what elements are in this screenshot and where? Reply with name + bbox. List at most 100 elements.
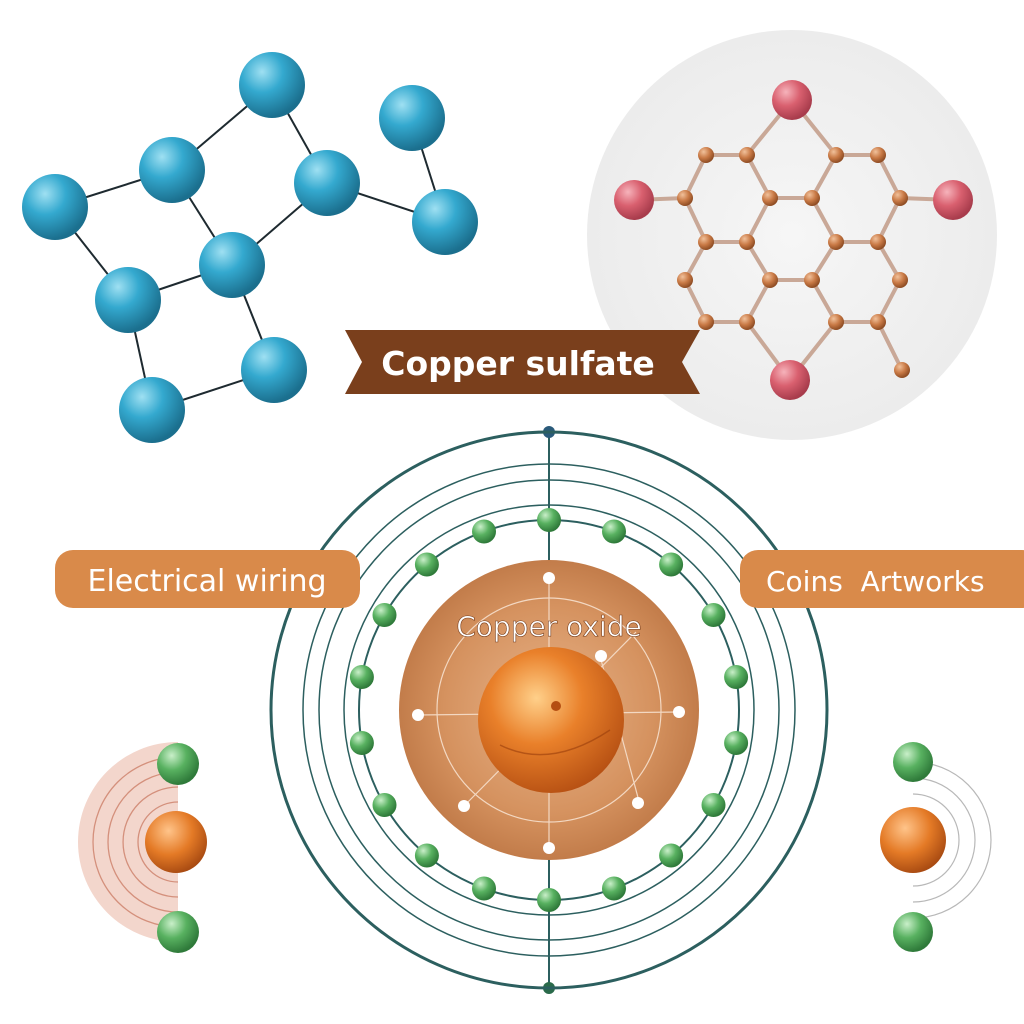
inner-electrons: [412, 572, 685, 854]
electron: [157, 911, 199, 953]
bohr-atom-model: Copper oxide: [269, 426, 829, 994]
blue-atom: [239, 52, 305, 118]
coins-artworks-tag: Coins Artworks: [740, 550, 1024, 608]
lattice-bond: [876, 321, 904, 371]
electron: [472, 519, 496, 544]
electron: [349, 731, 374, 755]
lattice-bond: [876, 154, 902, 199]
nucleus-center: [551, 701, 561, 711]
copper-atom: [698, 314, 714, 330]
inner-electron: [632, 797, 644, 809]
blue-atom: [241, 337, 307, 403]
electron: [414, 843, 439, 868]
copper-atom: [804, 272, 820, 288]
electron: [372, 793, 397, 817]
mini-atom-glow: [78, 742, 178, 942]
blue-atom: [95, 267, 161, 333]
nucleus: [478, 647, 624, 793]
electron: [472, 876, 496, 901]
electron: [701, 793, 726, 817]
electron: [724, 665, 749, 689]
red-atom: [933, 180, 973, 220]
electron: [659, 843, 684, 868]
tag-label: Coins Artworks: [766, 565, 985, 598]
blue-molecule-network: [22, 52, 478, 443]
copper-atom: [677, 190, 693, 206]
electron: [701, 603, 726, 627]
copper-atom: [870, 234, 886, 250]
copper-atom: [739, 314, 755, 330]
banner-label: Copper sulfate: [381, 344, 655, 383]
copper-atom: [828, 147, 844, 163]
red-atom: [770, 360, 810, 400]
electron: [659, 552, 684, 577]
lattice-bond: [810, 197, 838, 243]
mini-atom-arcs: [92, 756, 179, 928]
lattice-bond: [745, 154, 772, 199]
electron: [537, 508, 561, 532]
copper-atom: [892, 272, 908, 288]
lattice-bond: [810, 154, 838, 199]
inner-electron: [595, 650, 607, 662]
red-atom: [772, 80, 812, 120]
mini-atom-arcs: [912, 761, 992, 919]
inner-electron: [673, 706, 685, 718]
electron: [724, 731, 749, 755]
lattice-bond: [876, 197, 902, 243]
nucleus-texture: [499, 729, 611, 756]
inner-electron: [543, 572, 555, 584]
right-mini-atom: [880, 742, 992, 952]
electrical-wiring-tag: Electrical wiring: [55, 550, 360, 608]
copper-atom: [677, 272, 693, 288]
orbit: [343, 504, 755, 916]
copper-atom: [870, 314, 886, 330]
mini-nucleus: [145, 811, 207, 873]
blue-atom: [199, 232, 265, 298]
copper-atom: [762, 272, 778, 288]
electron: [537, 888, 561, 912]
blue-atom: [22, 174, 88, 240]
electron: [893, 742, 933, 782]
copper-atom: [894, 362, 910, 378]
core-label: Copper oxide: [456, 610, 642, 643]
blue-atom: [139, 137, 205, 203]
electron: [893, 912, 933, 952]
copper-atom: [870, 147, 886, 163]
network-atoms: [22, 52, 478, 443]
left-mini-atom: [78, 742, 207, 953]
blue-atom: [379, 85, 445, 151]
electron: [602, 876, 626, 901]
lattice-bond: [745, 197, 772, 243]
outer-electrons: [349, 508, 749, 912]
electron: [349, 665, 374, 689]
electron: [157, 743, 199, 785]
red-atom: [614, 180, 654, 220]
tag-label: Electrical wiring: [87, 564, 326, 599]
copper-atom: [739, 147, 755, 163]
copper-atom: [762, 190, 778, 206]
copper-atom: [828, 234, 844, 250]
copper-sulfate-banner: Copper sulfate: [345, 330, 700, 394]
inner-electron: [412, 709, 424, 721]
electron: [372, 603, 397, 627]
lattice-atoms: [677, 147, 910, 378]
inner-electron: [543, 842, 555, 854]
copper-atom: [828, 314, 844, 330]
lattice-bond: [683, 197, 708, 243]
electron: [602, 519, 626, 544]
outer-orbit: [269, 430, 829, 990]
copper-atom: [698, 147, 714, 163]
copper-atom: [698, 234, 714, 250]
blue-atom: [294, 150, 360, 216]
copper-atom: [739, 234, 755, 250]
blue-atom: [412, 189, 478, 255]
copper-atom: [892, 190, 908, 206]
electron: [414, 552, 439, 577]
orbit: [302, 463, 796, 957]
mini-nucleus: [880, 807, 946, 873]
orbit: [318, 479, 780, 941]
copper-atom: [804, 190, 820, 206]
lattice-bond: [810, 279, 838, 323]
blue-atom: [119, 377, 185, 443]
